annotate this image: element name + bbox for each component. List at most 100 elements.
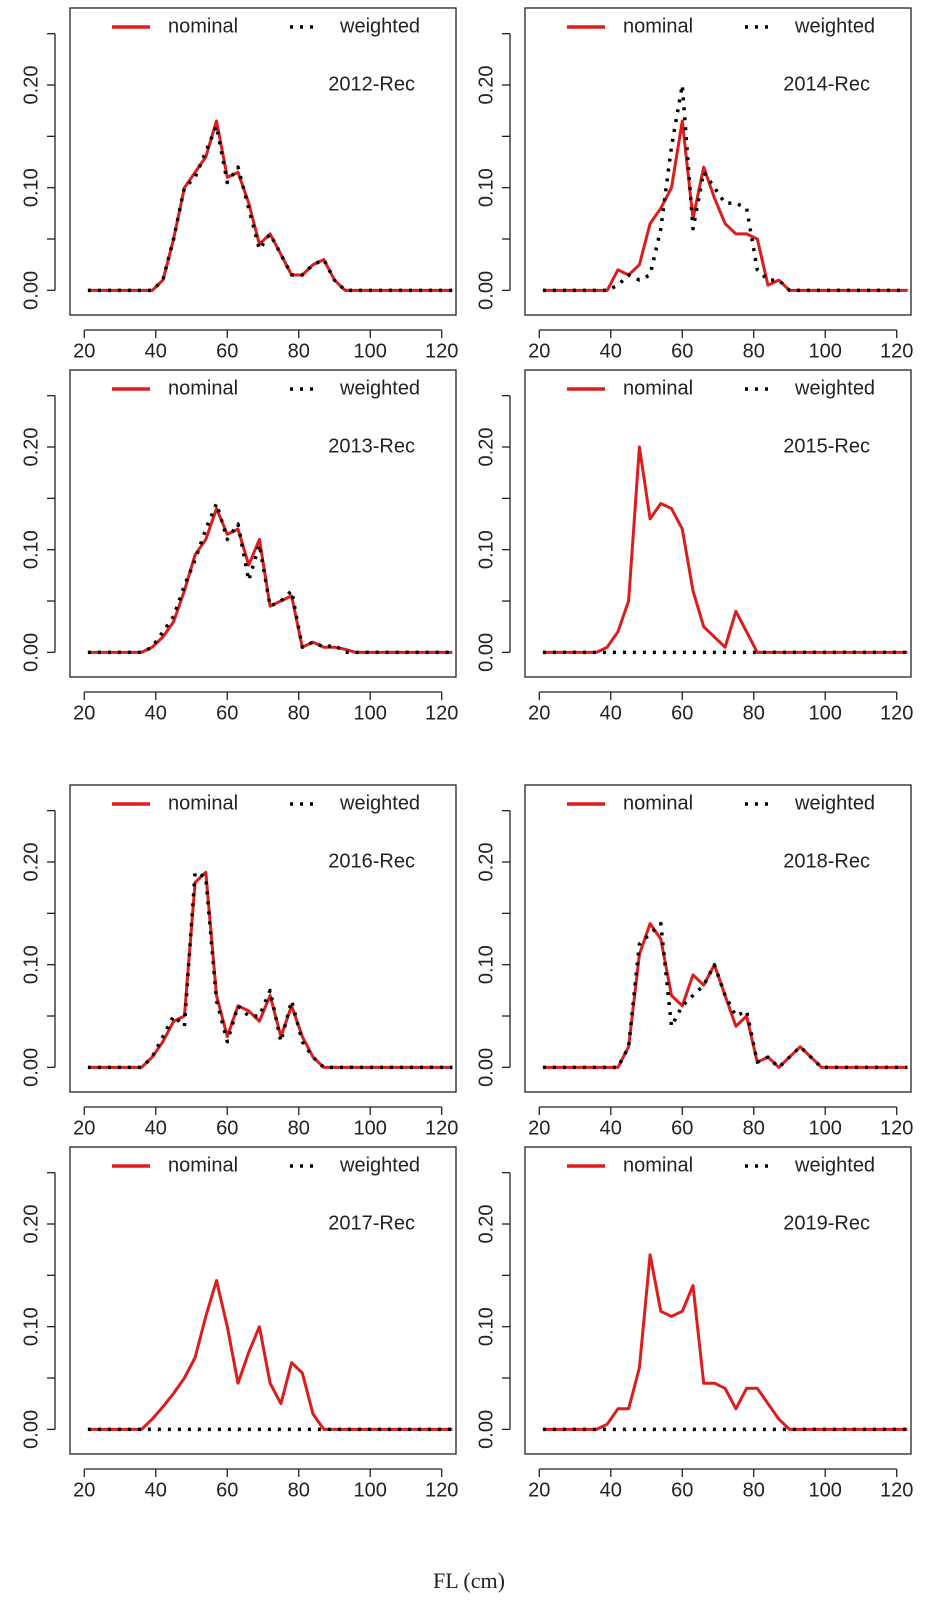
y-tick-label: 0.10	[20, 945, 42, 984]
y-tick-label: 0.10	[475, 168, 497, 207]
y-tick-label: 0.00	[475, 633, 497, 672]
series-line	[87, 1279, 453, 1431]
panel: 0.00 0.10 0.20 20 40 60 80 100 120 nominal weighte…	[475, 784, 913, 1139]
legend-label: nominal	[623, 15, 693, 37]
x-tick-label: 40	[145, 702, 167, 724]
x-tick-label: 80	[743, 1117, 765, 1139]
panel: 0.00 0.10 0.20 20 40 60 80 100 120 nominal weighte…	[475, 1146, 913, 1501]
y-tick-label: 0.10	[20, 168, 42, 207]
y-tick-label: 0.20	[475, 1205, 497, 1244]
panel: 0.00 0.10 0.20 20 40 60 80 100 120 nominal weighte…	[475, 7, 913, 362]
x-tick-label: 60	[216, 340, 238, 362]
legend-label: nominal	[623, 792, 693, 814]
legend-label: nominal	[168, 1154, 238, 1176]
plot-box	[524, 369, 912, 678]
y-tick-label: 0.00	[20, 271, 42, 310]
panel: 0.00 0.10 0.20 20 40 60 80 100 120 nominal weighte…	[20, 369, 458, 724]
series-line	[542, 445, 908, 654]
y-tick-label: 0.20	[475, 66, 497, 105]
x-tick-label: 20	[73, 702, 95, 724]
series-line	[87, 870, 453, 1069]
panel-annotation: 2019-Rec	[783, 1212, 870, 1234]
x-tick-label: 120	[425, 702, 458, 724]
y-tick-label: 0.10	[475, 945, 497, 984]
panel-annotation: 2012-Rec	[328, 73, 415, 95]
series-line	[542, 1253, 908, 1431]
panel-annotation: 2014-Rec	[783, 73, 870, 95]
plot-box	[69, 7, 457, 316]
y-tick-label: 0.10	[475, 1307, 497, 1346]
legend-label: weighted	[339, 1154, 420, 1176]
x-tick-label: 20	[528, 1479, 550, 1501]
y-tick-label: 0.10	[20, 530, 42, 569]
x-tick-label: 20	[73, 340, 95, 362]
x-tick-label: 60	[671, 1479, 693, 1501]
panel: 0.00 0.10 0.20 20 40 60 80 100 120 nominal weighte…	[20, 7, 458, 362]
plot-box	[69, 1146, 457, 1455]
x-tick-label: 80	[288, 1479, 310, 1501]
x-tick-label: 80	[743, 340, 765, 362]
plot-box	[524, 784, 912, 1093]
series-line	[87, 501, 453, 655]
x-tick-label: 60	[216, 1479, 238, 1501]
series-line	[87, 119, 453, 292]
x-tick-label: 120	[880, 1479, 913, 1501]
x-tick-label: 80	[288, 702, 310, 724]
x-tick-label: 80	[288, 340, 310, 362]
y-tick-label: 0.20	[20, 66, 42, 105]
legend-label: weighted	[339, 377, 420, 399]
x-tick-label: 100	[809, 702, 842, 724]
x-tick-label: 20	[73, 1117, 95, 1139]
x-tick-label: 40	[600, 1479, 622, 1501]
y-tick-label: 0.00	[20, 633, 42, 672]
legend-label: weighted	[794, 377, 875, 399]
y-tick-label: 0.10	[20, 1307, 42, 1346]
series-line	[87, 870, 453, 1070]
x-tick-label: 60	[671, 702, 693, 724]
x-tick-label: 40	[145, 1479, 167, 1501]
series-line	[87, 124, 453, 293]
legend-label: weighted	[339, 15, 420, 37]
x-tick-label: 120	[880, 1117, 913, 1139]
x-tick-label: 20	[528, 1117, 550, 1139]
y-tick-label: 0.20	[475, 428, 497, 467]
legend-label: nominal	[168, 792, 238, 814]
x-tick-label: 40	[145, 340, 167, 362]
series-line	[542, 83, 908, 293]
x-tick-label: 40	[600, 1117, 622, 1139]
x-tick-label: 80	[288, 1117, 310, 1139]
y-tick-label: 0.00	[20, 1048, 42, 1087]
x-tick-label: 60	[216, 1117, 238, 1139]
panel: 0.00 0.10 0.20 20 40 60 80 100 120 nominal weighte…	[20, 1146, 458, 1501]
plot-box	[524, 1146, 912, 1455]
legend-label: weighted	[339, 792, 420, 814]
y-tick-label: 0.20	[475, 843, 497, 882]
x-tick-label: 100	[809, 1479, 842, 1501]
x-tick-label: 120	[425, 1117, 458, 1139]
x-axis-label: FL (cm)	[433, 1568, 505, 1593]
panel-annotation: 2017-Rec	[328, 1212, 415, 1234]
x-tick-label: 60	[216, 702, 238, 724]
y-tick-label: 0.00	[475, 1048, 497, 1087]
y-tick-label: 0.00	[475, 1410, 497, 1449]
x-tick-label: 60	[671, 1117, 693, 1139]
x-tick-label: 100	[354, 340, 387, 362]
legend-label: weighted	[794, 15, 875, 37]
x-tick-label: 80	[743, 1479, 765, 1501]
x-tick-label: 40	[600, 340, 622, 362]
x-tick-label: 20	[528, 340, 550, 362]
x-tick-label: 40	[600, 702, 622, 724]
x-tick-label: 120	[880, 340, 913, 362]
x-tick-label: 80	[743, 702, 765, 724]
y-tick-label: 0.20	[20, 428, 42, 467]
x-tick-label: 120	[425, 1479, 458, 1501]
panel-annotation: 2013-Rec	[328, 435, 415, 457]
x-tick-label: 20	[528, 702, 550, 724]
panel-annotation: 2015-Rec	[783, 435, 870, 457]
x-tick-label: 100	[809, 340, 842, 362]
panel-annotation: 2016-Rec	[328, 850, 415, 872]
legend-label: nominal	[623, 1154, 693, 1176]
panel-annotation: 2018-Rec	[783, 850, 870, 872]
y-tick-label: 0.00	[20, 1410, 42, 1449]
